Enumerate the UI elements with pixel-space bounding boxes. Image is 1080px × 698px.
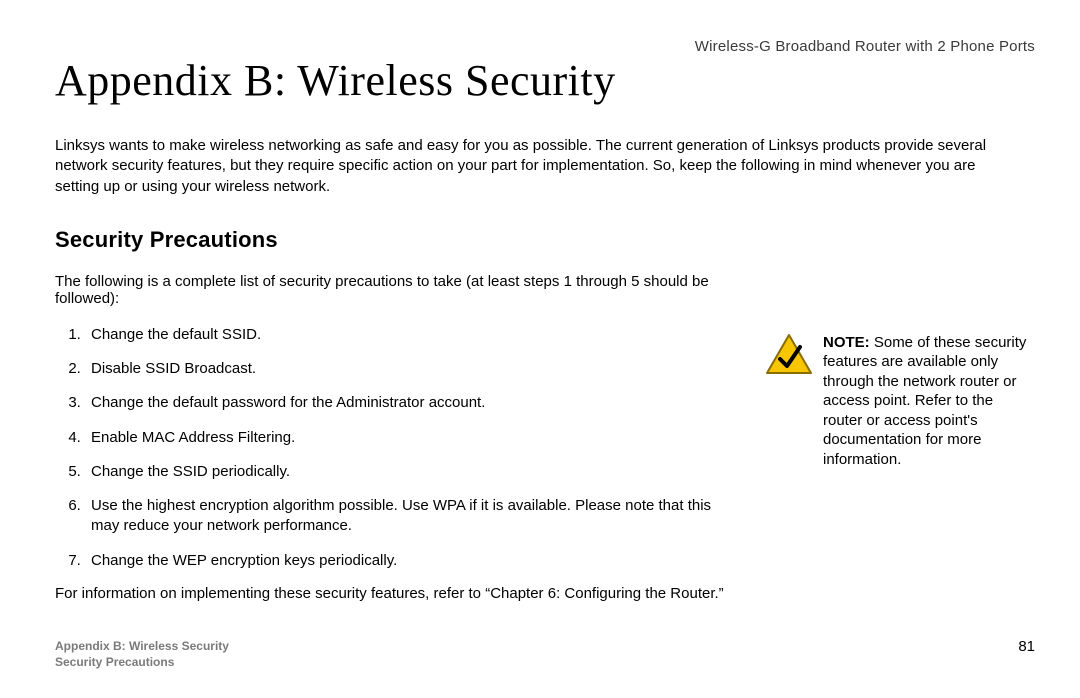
precautions-lead: The following is a complete list of secu… — [55, 273, 735, 307]
note-body: Some of these security features are avai… — [823, 334, 1026, 468]
footer-left: Appendix B: Wireless Security Security P… — [55, 638, 229, 670]
list-item: Disable SSID Broadcast. — [85, 359, 735, 379]
intro-paragraph: Linksys wants to make wireless networkin… — [55, 136, 1015, 197]
list-item: Change the WEP encryption keys periodica… — [85, 551, 735, 571]
footer-line2: Security Precautions — [55, 654, 229, 670]
list-item: Enable MAC Address Filtering. — [85, 428, 735, 448]
list-item: Change the SSID periodically. — [85, 462, 735, 482]
list-item: Change the default SSID. — [85, 325, 735, 345]
footer-line1: Appendix B: Wireless Security — [55, 638, 229, 654]
note-box: NOTE: Some of these security features ar… — [765, 333, 1035, 470]
list-item: Use the highest encryption algorithm pos… — [85, 496, 735, 537]
note-label: NOTE: — [823, 334, 870, 351]
section-title: Security Precautions — [55, 227, 1035, 253]
page-title: Appendix B: Wireless Security — [55, 55, 1035, 106]
post-list-text: For information on implementing these se… — [55, 585, 735, 602]
page-footer: Appendix B: Wireless Security Security P… — [55, 638, 1035, 670]
note-text: NOTE: Some of these security features ar… — [823, 333, 1035, 470]
page-number: 81 — [1018, 638, 1035, 655]
precautions-list: Change the default SSID. Disable SSID Br… — [55, 325, 735, 571]
content-row: The following is a complete list of secu… — [55, 273, 1035, 602]
product-header: Wireless-G Broadband Router with 2 Phone… — [695, 38, 1035, 55]
list-item: Change the default password for the Admi… — [85, 393, 735, 413]
warning-check-icon — [765, 333, 813, 377]
main-column: The following is a complete list of secu… — [55, 273, 735, 602]
